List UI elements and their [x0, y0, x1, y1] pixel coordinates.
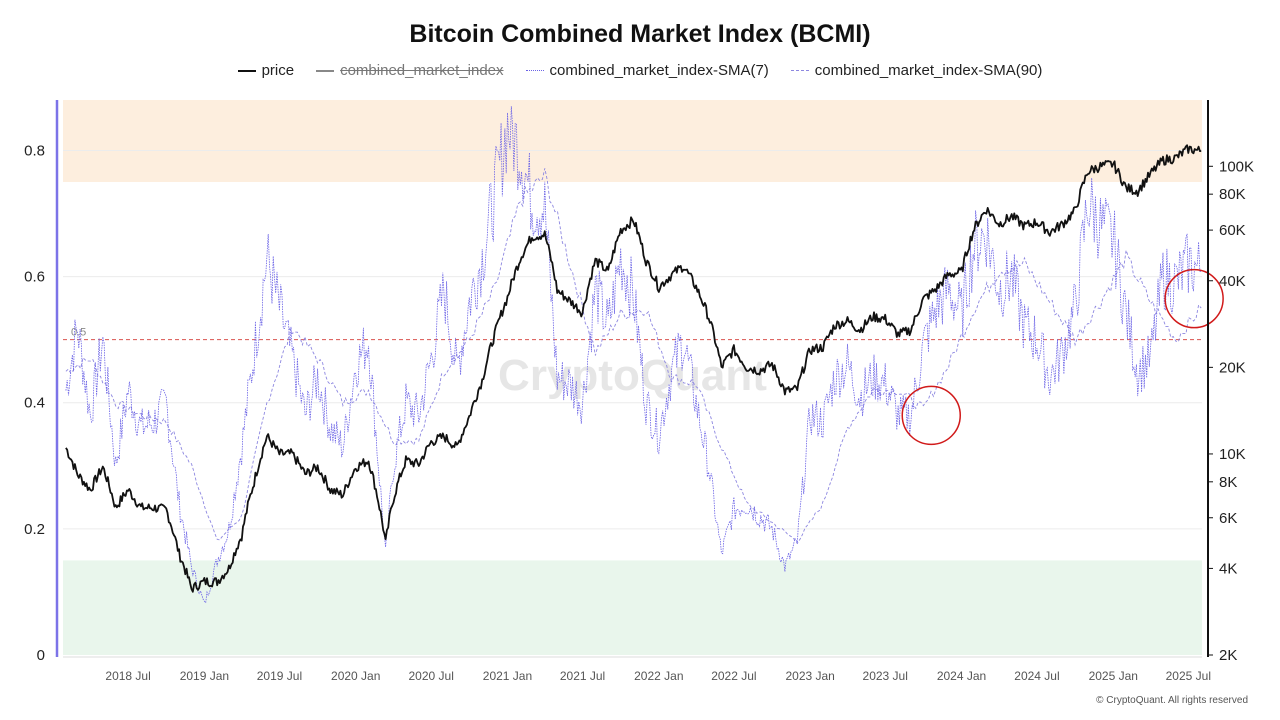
- legend-item-sma90[interactable]: combined_market_index-SMA(90): [790, 62, 1043, 79]
- x-tick-label: 2024 Jul: [1014, 669, 1059, 683]
- x-tick-label: 2021 Jan: [483, 669, 532, 683]
- x-tick-label: 2023 Jul: [863, 669, 908, 683]
- legend-item-price[interactable]: price: [237, 62, 295, 79]
- legend-swatch-price: [237, 69, 256, 72]
- annotation-circle-2: [1164, 268, 1224, 329]
- y-left-tick-label: 0.2: [24, 521, 45, 538]
- x-tick-label: 2023 Jan: [785, 669, 834, 683]
- x-tick-label: 2022 Jul: [711, 669, 756, 683]
- legend-item-combined-market-index[interactable]: combined_market_index: [316, 62, 504, 79]
- x-tick-label: 2020 Jul: [409, 669, 454, 683]
- y-right-tick-label: 100K: [1219, 158, 1254, 175]
- x-tick-label: 2025 Jul: [1166, 669, 1211, 683]
- y-right-tick-label: 80K: [1219, 186, 1246, 203]
- annotation-circle-1: [901, 385, 961, 446]
- legend-label-sma90: combined_market_index-SMA(90): [814, 62, 1043, 79]
- chart-title: Bitcoin Combined Market Index (BCMI): [409, 20, 871, 48]
- x-tick-label: 2025 Jan: [1089, 669, 1138, 683]
- y-right-tick-label: 8K: [1219, 474, 1237, 491]
- y-left-tick-label: 0.6: [24, 269, 45, 286]
- y-right-tick-label: 60K: [1219, 222, 1246, 239]
- y-right-tick-label: 20K: [1219, 359, 1246, 376]
- x-tick-label: 2018 Jul: [105, 669, 150, 683]
- legend-swatch-combined-market-index: [316, 69, 335, 72]
- chart-legend: price combined_market_index combined_mar…: [0, 62, 1280, 79]
- overheated-zone: [63, 100, 1202, 182]
- y-right-tick-label: 6K: [1219, 510, 1237, 527]
- x-tick-label: 2024 Jan: [937, 669, 986, 683]
- watermark-text: CryptoQuant: [498, 351, 767, 400]
- y-right-tick-label: 10K: [1219, 446, 1246, 463]
- y-left-tick-label: 0.4: [24, 395, 45, 412]
- x-tick-label: 2019 Jul: [257, 669, 302, 683]
- series-price-line: [65, 144, 1202, 593]
- x-tick-label: 2020 Jan: [331, 669, 380, 683]
- y-right-tick-label: 4K: [1219, 560, 1237, 577]
- x-tick-label: 2021 Jul: [560, 669, 605, 683]
- legend-label-combined-market-index: combined_market_index: [340, 62, 504, 79]
- legend-swatch-sma7: [525, 70, 544, 71]
- legend-label-sma7: combined_market_index-SMA(7): [549, 62, 769, 79]
- reference-line-label: 0.5: [71, 327, 86, 339]
- copyright-credit: © CryptoQuant. All rights reserved: [1096, 695, 1248, 706]
- undervalued-zone: [63, 560, 1202, 655]
- legend-swatch-sma90: [790, 70, 809, 71]
- x-tick-label: 2022 Jan: [634, 669, 683, 683]
- legend-item-sma7[interactable]: combined_market_index-SMA(7): [525, 62, 769, 79]
- y-left-tick-label: 0.8: [24, 142, 45, 159]
- series-sma90-line: [65, 168, 1202, 545]
- x-tick-label: 2019 Jan: [180, 669, 229, 683]
- y-right-tick-label: 2K: [1219, 647, 1237, 664]
- legend-label-price: price: [261, 62, 295, 79]
- y-right-tick-label: 40K: [1219, 273, 1246, 290]
- y-left-tick-label: 0: [37, 647, 45, 664]
- series-sma7-line: [65, 106, 1202, 604]
